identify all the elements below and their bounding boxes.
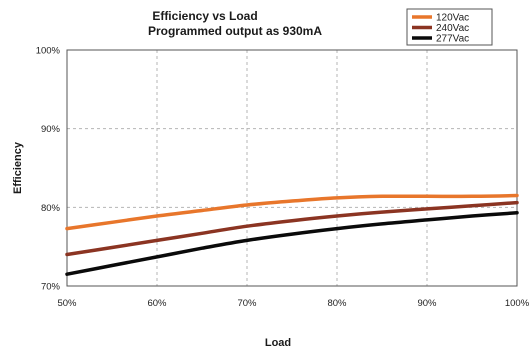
x-axis-label: Load bbox=[265, 337, 291, 349]
x-tick-label: 70% bbox=[237, 298, 257, 309]
x-tick-label: 60% bbox=[147, 298, 167, 309]
series-line-240vac bbox=[65, 200, 519, 257]
grid bbox=[67, 50, 517, 286]
series-line-120vac bbox=[65, 193, 519, 231]
y-axis-label: Efficiency bbox=[12, 141, 24, 194]
legend-label-120vac: 120Vac bbox=[436, 13, 469, 24]
x-tick-label: 100% bbox=[505, 298, 529, 309]
y-tick-label: 80% bbox=[41, 203, 61, 214]
y-axis-ticks: 70% 80% 90% 100% bbox=[36, 46, 61, 293]
plot-frame bbox=[66, 49, 518, 287]
x-tick-label: 50% bbox=[57, 298, 77, 309]
series-lines bbox=[65, 193, 519, 276]
chart-title: Efficiency vs Load bbox=[152, 9, 257, 23]
y-tick-label: 70% bbox=[41, 282, 61, 293]
x-tick-label: 90% bbox=[417, 298, 437, 309]
y-tick-label: 90% bbox=[41, 124, 61, 135]
x-tick-label: 80% bbox=[327, 298, 347, 309]
x-axis-ticks: 50% 60% 70% 80% 90% 100% bbox=[57, 298, 529, 309]
legend-label-240vac: 240Vac bbox=[436, 23, 469, 34]
series-line-277vac bbox=[65, 211, 519, 276]
chart-subtitle: Programmed output as 930mA bbox=[148, 24, 322, 38]
legend-label-277vac: 277Vac bbox=[436, 34, 469, 45]
y-tick-label: 100% bbox=[36, 46, 61, 57]
